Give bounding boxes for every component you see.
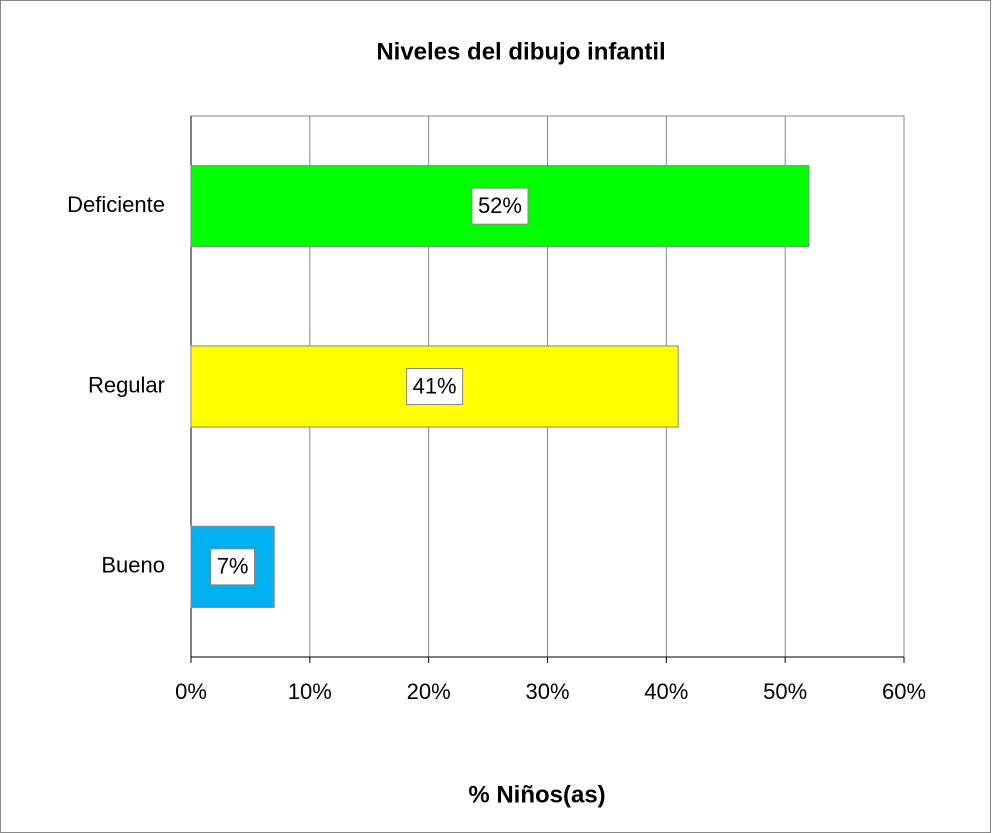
x-tick-label: 20% [407, 679, 451, 704]
x-tick-label: 60% [882, 679, 926, 704]
y-tick-label: Regular [88, 372, 165, 397]
chart-title: Niveles del dibujo infantil [376, 38, 665, 65]
x-tick-label: 50% [763, 679, 807, 704]
x-tick-label: 40% [644, 679, 688, 704]
y-tick-label: Deficiente [67, 192, 165, 217]
x-tick-label: 10% [288, 679, 332, 704]
y-tick-label: Bueno [101, 553, 165, 578]
data-label-box [471, 187, 529, 225]
x-axis-label: % Niños(as) [468, 781, 605, 808]
data-label-box [406, 368, 464, 405]
x-tick-label: 0% [175, 679, 207, 704]
data-label: 7% [217, 554, 249, 579]
data-label: 52% [478, 193, 522, 218]
data-label-box [210, 548, 255, 586]
data-label: 41% [413, 373, 457, 398]
x-tick-label: 30% [525, 679, 569, 704]
